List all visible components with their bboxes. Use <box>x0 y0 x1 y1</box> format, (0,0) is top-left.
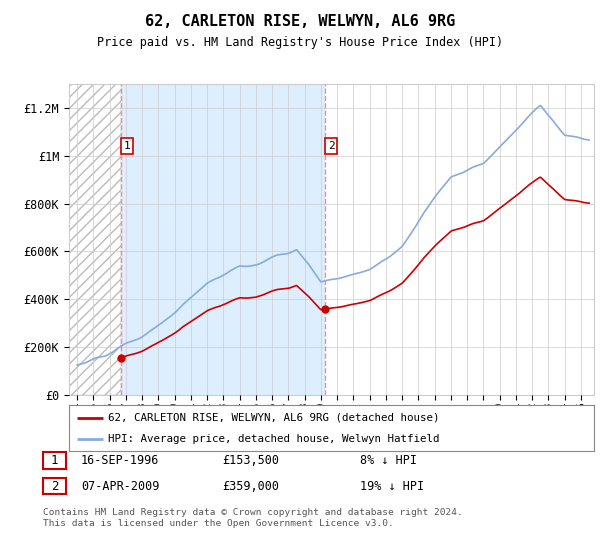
Text: 62, CARLETON RISE, WELWYN, AL6 9RG: 62, CARLETON RISE, WELWYN, AL6 9RG <box>145 14 455 29</box>
Text: 16-SEP-1996: 16-SEP-1996 <box>81 454 160 467</box>
Bar <box>325 84 594 395</box>
Text: 62, CARLETON RISE, WELWYN, AL6 9RG (detached house): 62, CARLETON RISE, WELWYN, AL6 9RG (deta… <box>109 413 440 423</box>
Text: 19% ↓ HPI: 19% ↓ HPI <box>360 479 424 493</box>
Text: Contains HM Land Registry data © Crown copyright and database right 2024.
This d: Contains HM Land Registry data © Crown c… <box>43 508 463 528</box>
Text: £153,500: £153,500 <box>222 454 279 467</box>
Text: 8% ↓ HPI: 8% ↓ HPI <box>360 454 417 467</box>
Text: 2: 2 <box>51 479 58 493</box>
Text: 1: 1 <box>51 454 58 467</box>
Text: HPI: Average price, detached house, Welwyn Hatfield: HPI: Average price, detached house, Welw… <box>109 435 440 444</box>
Text: 2: 2 <box>328 141 335 151</box>
Bar <box>121 84 325 395</box>
Text: 07-APR-2009: 07-APR-2009 <box>81 479 160 493</box>
Text: £359,000: £359,000 <box>222 479 279 493</box>
Bar <box>69 84 121 395</box>
Text: 1: 1 <box>124 141 130 151</box>
Text: Price paid vs. HM Land Registry's House Price Index (HPI): Price paid vs. HM Land Registry's House … <box>97 36 503 49</box>
